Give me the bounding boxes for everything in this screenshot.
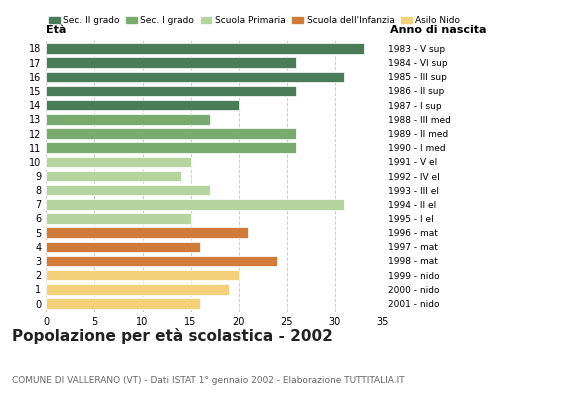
Bar	[46, 298, 200, 309]
Bar	[46, 242, 200, 252]
Bar	[46, 256, 277, 266]
Bar	[46, 284, 229, 295]
Bar	[46, 171, 181, 181]
Text: Età: Età	[46, 24, 67, 34]
Text: COMUNE DI VALLERANO (VT) - Dati ISTAT 1° gennaio 2002 - Elaborazione TUTTITALIA.: COMUNE DI VALLERANO (VT) - Dati ISTAT 1°…	[12, 376, 404, 385]
Bar	[46, 142, 296, 153]
Bar	[46, 156, 191, 167]
Bar	[46, 43, 364, 54]
Legend: Sec. II grado, Sec. I grado, Scuola Primaria, Scuola dell'Infanzia, Asilo Nido: Sec. II grado, Sec. I grado, Scuola Prim…	[45, 12, 464, 29]
Bar	[46, 57, 296, 68]
Bar	[46, 86, 296, 96]
Bar	[46, 114, 210, 125]
Text: Popolazione per età scolastica - 2002: Popolazione per età scolastica - 2002	[12, 328, 332, 344]
Bar	[46, 199, 345, 210]
Bar	[46, 270, 238, 280]
Bar	[46, 72, 345, 82]
Bar	[46, 128, 296, 139]
Bar	[46, 213, 191, 224]
Bar	[46, 100, 238, 110]
Bar	[46, 185, 210, 196]
Text: Anno di nascita: Anno di nascita	[390, 24, 486, 34]
Bar	[46, 227, 248, 238]
